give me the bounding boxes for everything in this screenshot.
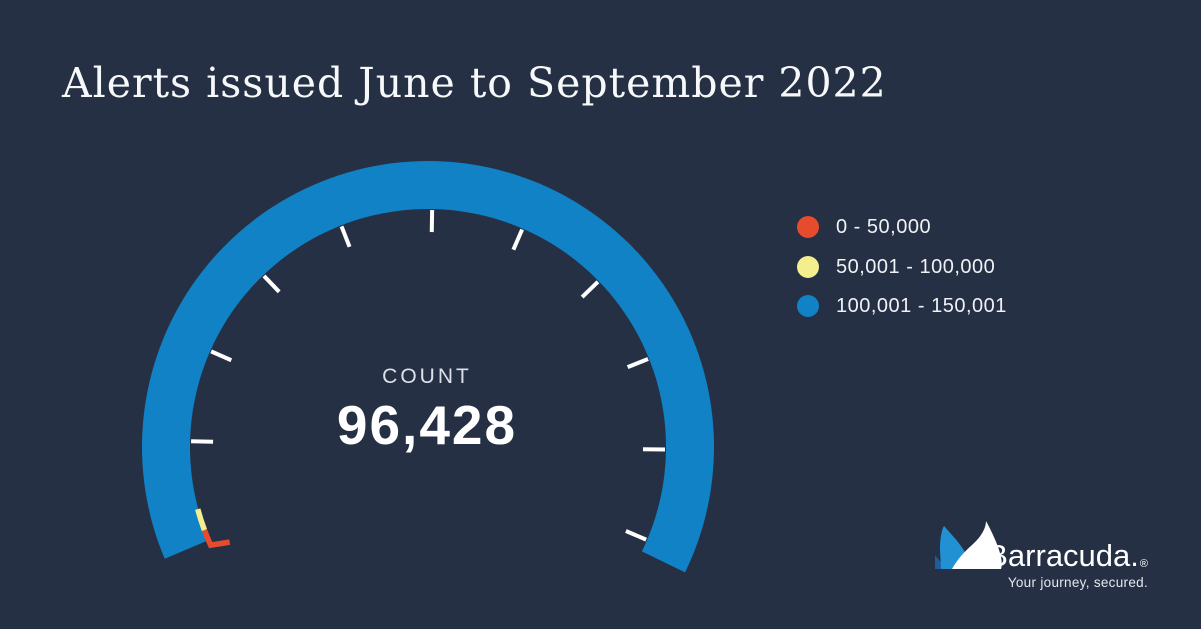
- brand-wordmark: Barracuda.®: [987, 540, 1148, 571]
- gauge-tick: [625, 529, 647, 542]
- barracuda-wave-icon: [935, 521, 1002, 569]
- legend: 0 - 50,000 50,001 - 100,000 100,001 - 15…: [797, 216, 1007, 317]
- gauge-tick: [580, 280, 600, 299]
- legend-swatch-yellow: [797, 255, 819, 278]
- gauge-arc: [142, 161, 714, 573]
- gauge-tick: [626, 357, 649, 370]
- legend-label-mid: 50,001 - 100,000: [836, 255, 996, 278]
- chart-title: Alerts issued June to September 2022: [62, 59, 887, 107]
- gauge-value: 96,428: [336, 394, 518, 456]
- wave-fin-dark: [935, 555, 951, 569]
- brand-tagline: Your journey, secured.: [1007, 575, 1148, 590]
- gauge-metric-label: COUNT: [382, 365, 472, 388]
- legend-item-low: 0 - 50,000: [797, 216, 1007, 238]
- registered-mark: ®: [1139, 558, 1148, 570]
- gauge-tick: [191, 439, 214, 444]
- wave-fin-white: [952, 521, 1002, 569]
- legend-swatch-red: [797, 216, 819, 238]
- gauge-tick: [339, 225, 352, 248]
- gauge-tick: [511, 228, 524, 251]
- legend-item-mid: 50,001 - 100,000: [797, 255, 1007, 278]
- legend-item-high: 100,001 - 150,001: [797, 295, 1007, 317]
- brand-name: Barracuda.: [987, 538, 1139, 573]
- gauge-band-mark-0: [195, 508, 208, 532]
- legend-label-high: 100,001 - 150,001: [836, 295, 1007, 317]
- gauge-tick: [262, 274, 281, 294]
- gauge-band-mark-1: [201, 529, 231, 549]
- legend-swatch-blue: [797, 295, 819, 317]
- gauge-tick: [210, 349, 233, 363]
- legend-label-low: 0 - 50,000: [836, 216, 932, 238]
